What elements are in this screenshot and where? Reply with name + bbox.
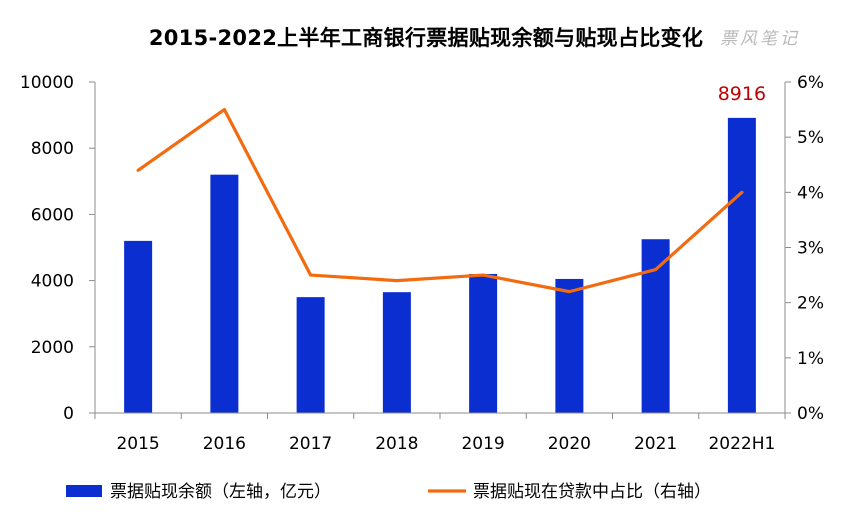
x-tick-label: 2017 (289, 434, 332, 454)
y-left-tick-label: 6000 (31, 205, 74, 225)
bar-2016 (210, 174, 239, 413)
legend-swatch-bar (66, 485, 102, 497)
x-tick-label: 2020 (548, 434, 591, 454)
y-right-tick-label: 4% (797, 183, 824, 203)
x-tick-label: 2015 (116, 434, 159, 454)
y-right-tick-label: 3% (797, 239, 824, 259)
bar-2021 (641, 239, 670, 413)
bar-2022h1 (727, 117, 756, 413)
y-right-tick-label: 1% (797, 349, 824, 369)
chart-title: 2015-2022上半年工商银行票据贴现余额与贴现占比变化 (148, 26, 704, 50)
y-right-tick-label: 6% (797, 73, 824, 93)
bar-2020 (555, 278, 584, 413)
legend: 票据贴现余额（左轴，亿元） 票据贴现在贷款中占比（右轴） (66, 482, 711, 502)
y-left-tick-label: 8000 (31, 139, 74, 159)
legend-label-line: 票据贴现在贷款中占比（右轴） (473, 482, 711, 502)
y-left-tick-label: 0 (63, 404, 74, 424)
data-label-2022h1: 8916 (718, 83, 766, 105)
x-tick-label: 2016 (203, 434, 246, 454)
x-tick-label: 2022H1 (708, 434, 775, 454)
line-layer (136, 107, 744, 294)
y-right-tick-label: 0% (797, 404, 824, 424)
y-right-tick-label: 5% (797, 128, 824, 148)
watermark: 票风笔记 (720, 29, 800, 49)
labels-layer: 8916 (718, 83, 766, 105)
axes-layer: 0 2000 4000 6000 8000 10000 0% 1% 2% 3% 4% 5% 6% 2015… (20, 73, 824, 454)
bar-2018 (382, 292, 411, 413)
bar-2017 (296, 297, 325, 413)
x-tick-label: 2018 (375, 434, 418, 454)
bar-2019 (469, 273, 498, 413)
bars-layer (124, 117, 756, 413)
line-series-ratio (136, 107, 744, 294)
y-left-tick-label: 2000 (31, 338, 74, 358)
y-left-tick-label: 4000 (31, 272, 74, 292)
bar-2015 (124, 240, 153, 413)
legend-label-bar: 票据贴现余额（左轴，亿元） (110, 482, 331, 502)
x-tick-label: 2021 (634, 434, 677, 454)
x-tick-label: 2019 (461, 434, 504, 454)
y-right-tick-label: 2% (797, 294, 824, 314)
y-left-tick-label: 10000 (20, 73, 74, 93)
